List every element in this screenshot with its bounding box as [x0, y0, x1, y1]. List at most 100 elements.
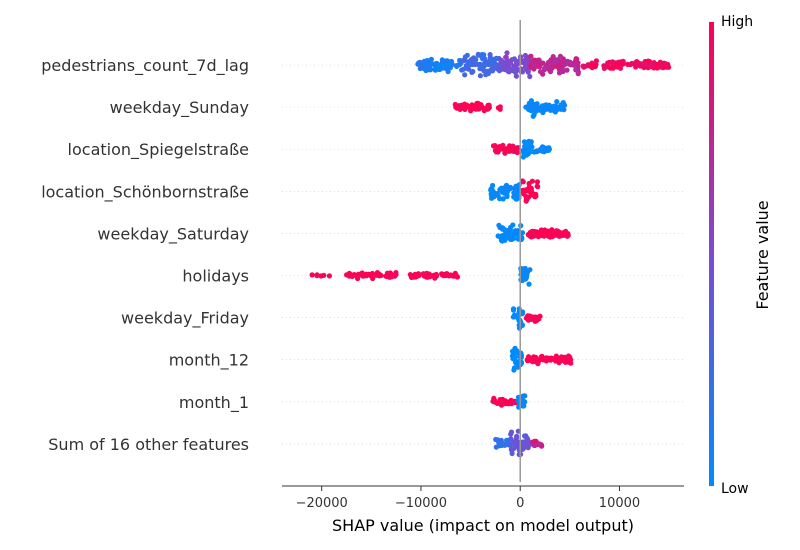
shap-point [511, 67, 517, 73]
row-gridlines [282, 64, 684, 445]
shap-point [469, 69, 475, 75]
feature-label: location_Schönbornstraße [41, 182, 249, 202]
feature-row-points [510, 306, 543, 331]
shap-point [421, 58, 427, 64]
shap-point [529, 316, 535, 322]
shap-point [481, 68, 487, 74]
shap-point [513, 192, 519, 198]
shap-point [453, 272, 459, 278]
shap-point [560, 100, 566, 106]
shap-point [511, 56, 517, 62]
shap-point [462, 72, 468, 78]
shap-point [531, 112, 537, 118]
shap-point [506, 148, 512, 154]
shap-point [489, 68, 496, 74]
shap-point [533, 355, 539, 362]
shap-point [363, 271, 369, 277]
shap-point [423, 67, 429, 74]
colorbar: High Low Feature value [709, 14, 772, 497]
shap-point [535, 184, 541, 190]
shap-point [542, 105, 548, 112]
shap-point [510, 356, 516, 362]
shap-point [530, 192, 536, 198]
shap-point [498, 57, 504, 64]
shap-point [477, 73, 483, 79]
shap-point [435, 63, 441, 70]
shap-point [525, 444, 531, 450]
shap-point [527, 267, 533, 273]
shap-point [545, 59, 552, 65]
shap-point [532, 442, 538, 449]
shap-point [558, 67, 565, 73]
x-ticks: −20000 −10000 0 10000 [296, 486, 640, 511]
shap-point [500, 196, 506, 202]
shap-point [557, 233, 563, 239]
shap-point [510, 306, 517, 312]
shap-point [449, 61, 455, 67]
colorbar-gradient [709, 22, 714, 486]
feature-labels: pedestrians_count_7d_lag weekday_Sundaylo… [41, 56, 249, 454]
feature-label: month_12 [169, 351, 249, 371]
shap-point [491, 194, 497, 200]
shap-point [601, 65, 608, 71]
shap-point [550, 107, 556, 113]
shap-point [502, 442, 508, 448]
shap-point [522, 187, 528, 193]
x-tick-label: 10000 [599, 496, 640, 511]
shap-point [416, 60, 422, 66]
shap-point [495, 233, 501, 239]
shap-point [549, 65, 555, 71]
shap-point [495, 105, 501, 111]
feature-row-points [415, 50, 672, 80]
colorbar-title: Feature value [753, 200, 772, 309]
shap-point [509, 401, 515, 407]
feature-row-points [490, 138, 553, 160]
shap-point [605, 60, 611, 66]
shap-point [541, 145, 547, 151]
shap-point [592, 63, 598, 69]
shap-point [519, 277, 525, 284]
shap-point [557, 53, 564, 60]
shap-point [487, 52, 493, 58]
shap-point [507, 236, 514, 242]
shap-point [326, 273, 332, 279]
shap-point [374, 270, 380, 276]
shap-point [503, 401, 509, 407]
shap-point [545, 233, 551, 239]
shap-point [506, 232, 512, 238]
shap-point [519, 230, 526, 236]
shap-point [521, 403, 527, 409]
colorbar-low-label: Low [721, 481, 749, 497]
shap-point [488, 187, 494, 193]
shap-point [473, 106, 479, 112]
shap-point [464, 65, 470, 71]
shap-point [533, 232, 539, 238]
shap-point [478, 102, 484, 109]
shap-point [525, 69, 531, 75]
shap-point [493, 444, 499, 450]
shap-point [530, 103, 536, 109]
shap-point [521, 139, 528, 145]
x-axis-title: SHAP value (impact on model output) [332, 516, 634, 535]
shap-point [462, 106, 468, 112]
shap-point [520, 397, 526, 404]
shap-point [477, 64, 484, 70]
shap-point [528, 53, 534, 59]
shap-point [479, 52, 485, 58]
shap-point [526, 138, 532, 144]
data-points [309, 50, 672, 458]
feature-label: month_1 [179, 393, 249, 413]
shap-point [431, 272, 437, 278]
shap-point [494, 191, 500, 197]
shap-point [523, 198, 529, 204]
feature-row-points [452, 98, 568, 119]
shap-point [548, 355, 555, 361]
shap-point [481, 61, 487, 67]
shap-point [640, 61, 647, 68]
shap-point [494, 400, 500, 406]
shap-point [408, 274, 415, 280]
shap-point [522, 393, 528, 399]
shap-point [314, 273, 320, 279]
shap-point [501, 146, 508, 152]
